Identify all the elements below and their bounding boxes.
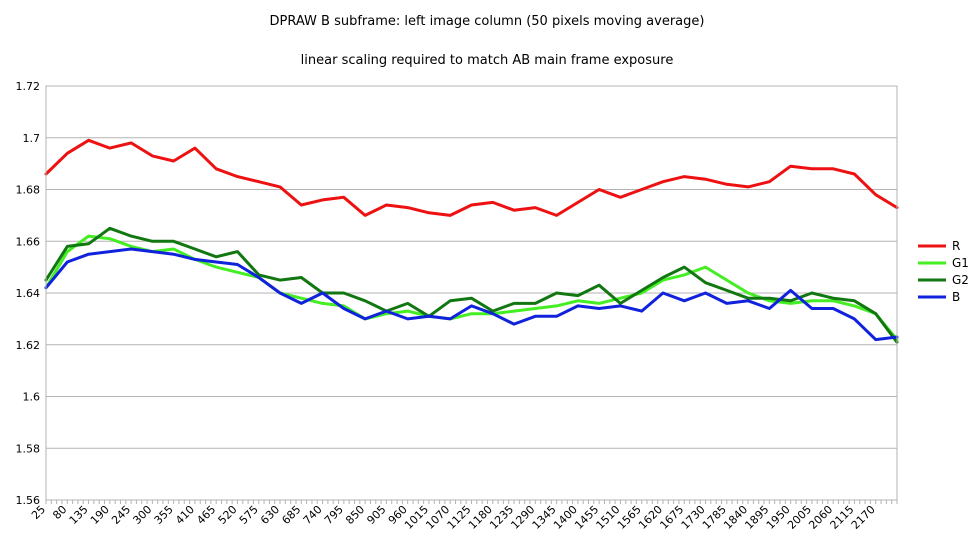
- x-tick-label: 245: [109, 503, 133, 527]
- x-tick-label: 410: [173, 503, 197, 527]
- x-tick-label: 1400: [551, 503, 580, 532]
- x-tick-label: 1565: [615, 503, 644, 532]
- x-tick-label: 740: [301, 503, 325, 527]
- chart-subtitle: linear scaling required to match AB main…: [301, 53, 674, 68]
- y-axis-ticks: 1.56 1.58 1.6 1.62 1.64 1.66 1.68 1.7 1.72: [16, 80, 41, 507]
- legend: R G1 G2 B: [918, 239, 969, 304]
- x-tick-label: 1180: [466, 503, 495, 532]
- x-tick-label: 2005: [785, 503, 814, 532]
- x-tick-label: 795: [322, 503, 346, 527]
- y-tick-label: 1.56: [16, 494, 41, 507]
- y-tick-label: 1.58: [16, 442, 41, 455]
- x-tick-label: 1950: [764, 503, 793, 532]
- y-tick-label: 1.6: [23, 391, 41, 404]
- series-lines: [44, 138, 899, 344]
- plot-area-frame: [45, 85, 898, 501]
- x-tick-label: 1235: [487, 503, 516, 532]
- x-tick-label: 685: [279, 503, 303, 527]
- series-line-r: [44, 138, 899, 217]
- x-tick-label: 190: [88, 503, 112, 527]
- x-tick-label: 1290: [508, 503, 537, 532]
- y-tick-label: 1.68: [16, 184, 41, 197]
- y-tick-label: 1.64: [16, 287, 41, 300]
- series-line-g2: [44, 226, 899, 344]
- x-tick-label: 1730: [679, 503, 708, 532]
- x-tick-label: 630: [258, 503, 282, 527]
- x-axis-ticks: 25 80135190245300355410465520575630685740…: [29, 500, 898, 532]
- series-line-g1: [44, 234, 899, 342]
- y-tick-label: 1.7: [23, 132, 41, 145]
- y-tick-label: 1.72: [16, 80, 41, 93]
- x-tick-label: 1785: [700, 503, 729, 532]
- x-tick-label: 575: [237, 503, 261, 527]
- x-tick-label: 1455: [572, 503, 601, 532]
- x-tick-label: 1895: [742, 503, 771, 532]
- x-tick-label: 520: [216, 503, 240, 527]
- legend-label-g2: G2: [952, 273, 969, 287]
- y-tick-label: 1.62: [16, 339, 41, 352]
- x-tick-label: 80: [50, 503, 69, 522]
- x-tick-label: 1675: [657, 503, 686, 532]
- x-tick-label: 1840: [721, 503, 750, 532]
- x-tick-label: 850: [343, 503, 367, 527]
- x-tick-label: 135: [67, 503, 91, 527]
- series-line-b: [44, 247, 899, 342]
- x-tick-label: 1620: [636, 503, 665, 532]
- x-tick-label: 2060: [806, 503, 835, 532]
- legend-label-r: R: [952, 239, 960, 253]
- x-tick-label: 1125: [445, 503, 474, 532]
- legend-label-g1: G1: [952, 256, 969, 270]
- gridlines: [46, 85, 897, 501]
- x-tick-label: 355: [152, 503, 176, 527]
- x-tick-label: 300: [130, 503, 154, 527]
- x-tick-label: 2170: [849, 503, 878, 532]
- x-tick-label: 1345: [530, 503, 559, 532]
- x-tick-label: 905: [364, 503, 388, 527]
- legend-label-b: B: [952, 290, 960, 304]
- y-tick-label: 1.66: [16, 235, 41, 248]
- chart-title: DPRAW B subframe: left image column (50 …: [270, 14, 705, 29]
- x-tick-label: 465: [194, 503, 218, 527]
- x-tick-label: 1510: [594, 503, 623, 532]
- x-tick-label: 1070: [423, 503, 452, 532]
- x-tick-label: 2115: [828, 503, 857, 532]
- x-tick-label: 1015: [402, 503, 431, 532]
